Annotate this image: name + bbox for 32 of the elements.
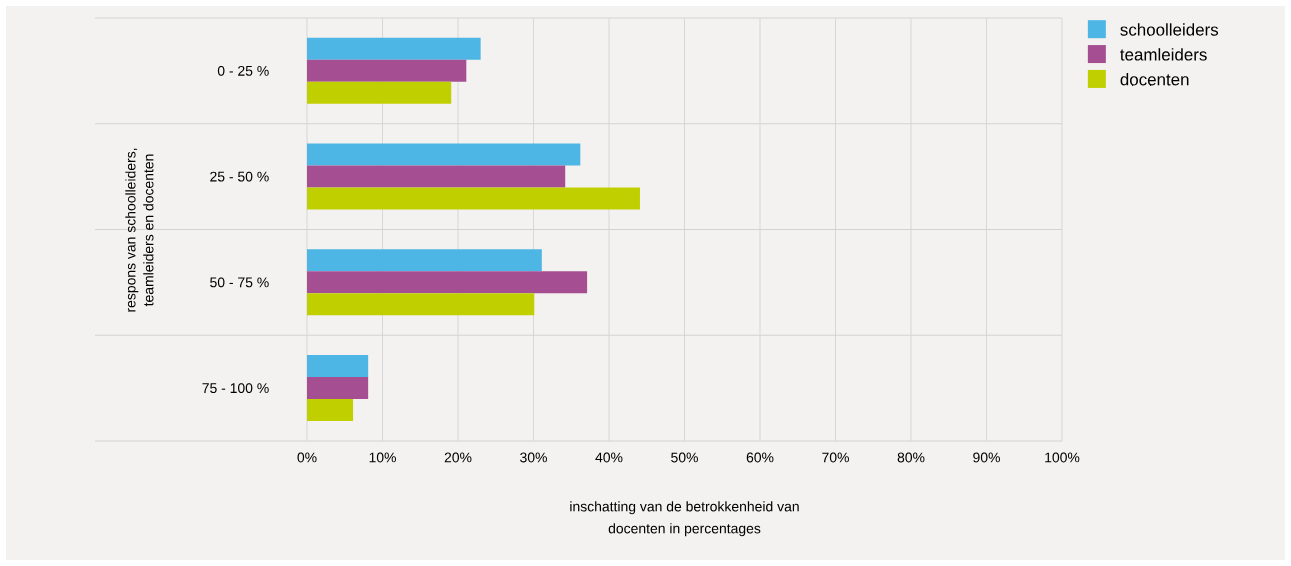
x-tick-label: 40% <box>595 452 623 463</box>
bar <box>307 143 581 166</box>
bar <box>307 37 481 60</box>
x-tick-label: 70% <box>822 452 849 463</box>
bar <box>307 187 640 210</box>
x-tick-label: 80% <box>897 452 925 463</box>
y-tick-label: 25 - 50 % <box>210 171 269 182</box>
x-tick-label: 20% <box>444 452 472 463</box>
x-tick-label: 50% <box>671 452 698 463</box>
x-axis-title: inschatting van de betrokkenheid van docenten in percentages <box>570 501 799 537</box>
y-tick-label: 75 - 100 % <box>202 383 269 394</box>
x-tick-label: 30% <box>520 452 547 463</box>
y-tick-label: 50 - 75 % <box>210 277 269 288</box>
y-tick-label: 0 - 25 % <box>217 65 269 76</box>
bar <box>307 377 369 400</box>
x-tick-label: 60% <box>746 452 774 463</box>
legend-label: schoolleiders <box>1120 23 1219 36</box>
bar <box>307 81 452 104</box>
x-tick-label: 90% <box>973 452 1000 463</box>
bar <box>307 249 542 272</box>
bar <box>307 355 369 378</box>
bar <box>307 271 588 294</box>
legend-label: teamleiders <box>1120 48 1207 61</box>
bar <box>307 399 354 422</box>
bar <box>307 293 535 316</box>
y-axis-title: respons van schoolleiders, teamleiders en docenten <box>125 148 154 312</box>
x-tick-label: 100% <box>1045 452 1080 463</box>
bar <box>307 165 566 188</box>
x-tick-label: 10% <box>369 452 396 463</box>
bar <box>307 59 467 82</box>
legend-label: docenten <box>1120 73 1189 86</box>
x-tick-label: 0% <box>297 452 317 463</box>
